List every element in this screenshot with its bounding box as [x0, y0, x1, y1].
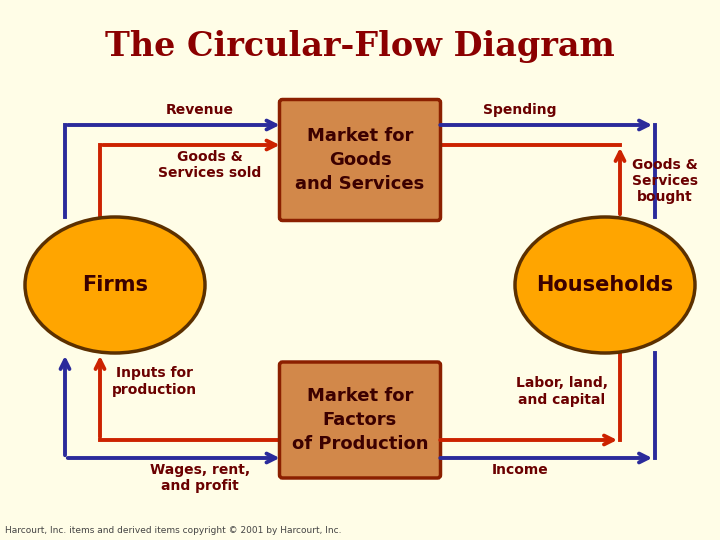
Text: Firms: Firms [82, 275, 148, 295]
Text: Households: Households [536, 275, 674, 295]
FancyBboxPatch shape [279, 362, 441, 478]
Text: The Circular-Flow Diagram: The Circular-Flow Diagram [105, 30, 615, 63]
Ellipse shape [515, 217, 695, 353]
Text: Harcourt, Inc. items and derived items copyright © 2001 by Harcourt, Inc.: Harcourt, Inc. items and derived items c… [5, 526, 341, 535]
Text: Goods &
Services
bought: Goods & Services bought [632, 158, 698, 204]
Ellipse shape [25, 217, 205, 353]
Text: Labor, land,
and capital: Labor, land, and capital [516, 376, 608, 407]
Text: Market for
Goods
and Services: Market for Goods and Services [295, 127, 425, 193]
FancyBboxPatch shape [279, 99, 441, 220]
Text: Goods &
Services sold: Goods & Services sold [158, 150, 261, 180]
Text: Revenue: Revenue [166, 103, 234, 117]
Text: Income: Income [492, 463, 549, 477]
Text: Wages, rent,
and profit: Wages, rent, and profit [150, 463, 250, 493]
Text: Inputs for
production: Inputs for production [112, 367, 197, 396]
Text: Spending: Spending [483, 103, 557, 117]
Text: Market for
Factors
of Production: Market for Factors of Production [292, 387, 428, 453]
